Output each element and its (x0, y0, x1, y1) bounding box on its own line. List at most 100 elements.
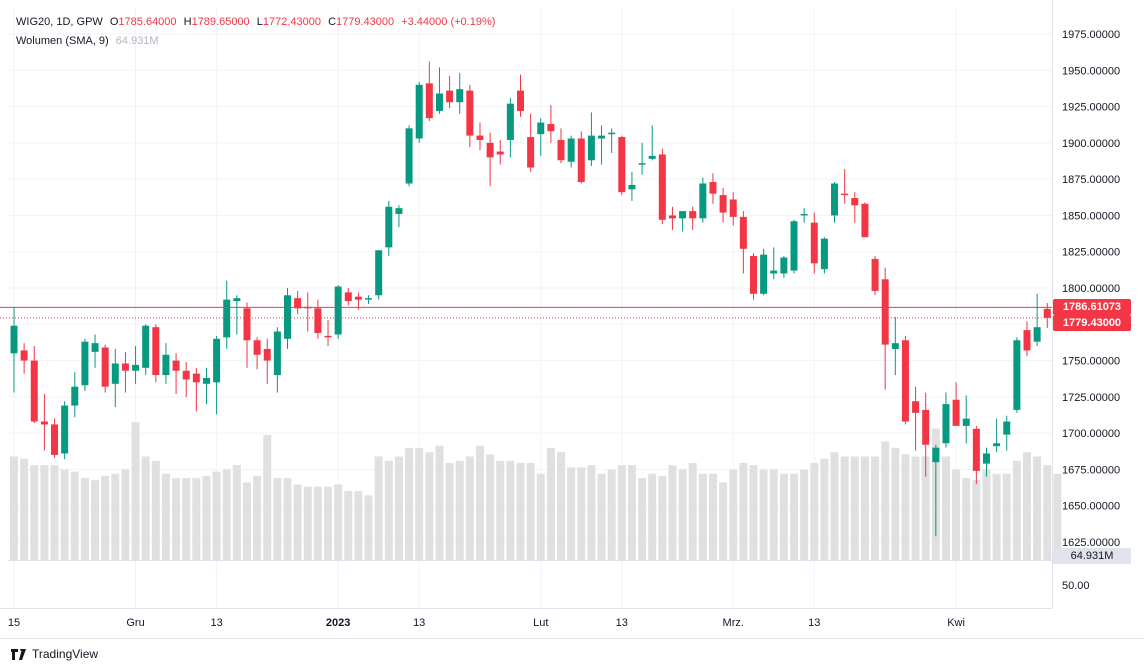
candle (152, 324, 160, 383)
candle-body (223, 299, 231, 338)
candle-body (324, 335, 332, 338)
volume-axis-label: 50.00 (1062, 580, 1090, 592)
candle-body (962, 418, 970, 426)
volume-bar (871, 456, 880, 560)
candle-body (1003, 421, 1011, 435)
volume-bar (465, 456, 474, 560)
candle-body (30, 360, 38, 422)
candle (456, 73, 464, 114)
volume-bar (810, 462, 819, 560)
candle-body (942, 404, 950, 444)
candle (172, 353, 180, 394)
high-value: 1789.65000 (191, 16, 250, 28)
candle (10, 306, 18, 393)
candle-body (61, 405, 69, 454)
volume-legend: Wolumen (SMA, 9) 64.931M (16, 35, 159, 47)
volume-bar (293, 484, 302, 560)
candle (760, 248, 768, 296)
candle-body (20, 350, 28, 361)
candle-body (365, 298, 373, 300)
candle-body (111, 363, 119, 384)
candle-body (425, 83, 433, 119)
candle (901, 335, 909, 425)
candle (425, 61, 433, 122)
candle-body (51, 424, 59, 455)
low-label: L (256, 16, 263, 28)
volume-bar (91, 480, 100, 560)
candle-body (993, 443, 1001, 447)
candle (790, 219, 798, 274)
candle-body (415, 84, 423, 139)
candle (800, 208, 808, 223)
candle-body (932, 447, 940, 463)
volume-bar (587, 465, 596, 560)
volume-indicator-value: 64.931M (115, 35, 159, 47)
volume-bar (151, 460, 160, 560)
volume-bar (394, 456, 403, 560)
candle (202, 367, 210, 405)
candle (71, 372, 79, 418)
candle (375, 250, 383, 300)
volume-bar (324, 486, 333, 560)
candle (111, 348, 119, 408)
volume-bar (638, 478, 647, 560)
candle (982, 447, 990, 477)
volume-bar (759, 469, 768, 560)
candle (993, 418, 1001, 453)
x-tick-label: 15 (8, 617, 20, 629)
volume-bar (962, 478, 971, 560)
candle-body (608, 132, 616, 135)
candle-body (91, 343, 99, 352)
x-tick-label: 13 (413, 617, 425, 629)
candle (557, 128, 565, 164)
tradingview-branding[interactable]: TradingView (11, 647, 98, 661)
tradingview-logo-icon (11, 648, 26, 660)
low-value: 1772.43000 (262, 16, 321, 28)
candle-body (354, 296, 362, 300)
symbol-label[interactable]: WIG20, 1D, GPW (16, 16, 103, 28)
candle-body (912, 401, 920, 413)
candle (861, 202, 869, 238)
volume-bar (425, 452, 434, 560)
y-tick-label: 1875.00000 (1062, 174, 1120, 186)
candle (628, 171, 636, 201)
candle (598, 125, 606, 165)
candle (739, 211, 747, 274)
candle (476, 122, 484, 151)
y-tick-label: 1850.00000 (1062, 210, 1120, 222)
ohlc-legend: WIG20, 1D, GPW O1785.64000 H1789.65000 L… (16, 16, 495, 28)
candle (51, 418, 59, 458)
candle (891, 317, 899, 376)
volume-bar (840, 456, 849, 560)
x-tick-label: 2023 (326, 617, 350, 629)
candle (1023, 321, 1031, 357)
candle (233, 295, 241, 335)
candle-body (496, 151, 504, 155)
volume-indicator-label[interactable]: Wolumen (SMA, 9) (16, 35, 109, 47)
candle-body (557, 139, 565, 161)
volume-bar (364, 495, 373, 560)
volume-bar (192, 478, 201, 560)
candle-body (253, 340, 261, 355)
candle-body (618, 137, 626, 193)
candle-body (810, 222, 818, 264)
candle-body (628, 184, 636, 190)
volume-bar (496, 460, 505, 560)
candle-body (385, 206, 393, 248)
candle-body (547, 123, 555, 132)
candle-body (142, 325, 150, 368)
candle-body (739, 216, 747, 249)
candle (263, 338, 271, 384)
volume-bar (1053, 473, 1062, 560)
candle (496, 139, 504, 165)
open-value: 1785.64000 (118, 16, 177, 28)
volume-bar (830, 452, 839, 560)
volume-bar (455, 460, 464, 560)
volume-bar (70, 471, 79, 560)
volume-bar (577, 467, 586, 560)
volume-bar (891, 447, 900, 560)
volume-bar (881, 441, 890, 560)
candle (506, 97, 514, 158)
candle (324, 319, 332, 347)
